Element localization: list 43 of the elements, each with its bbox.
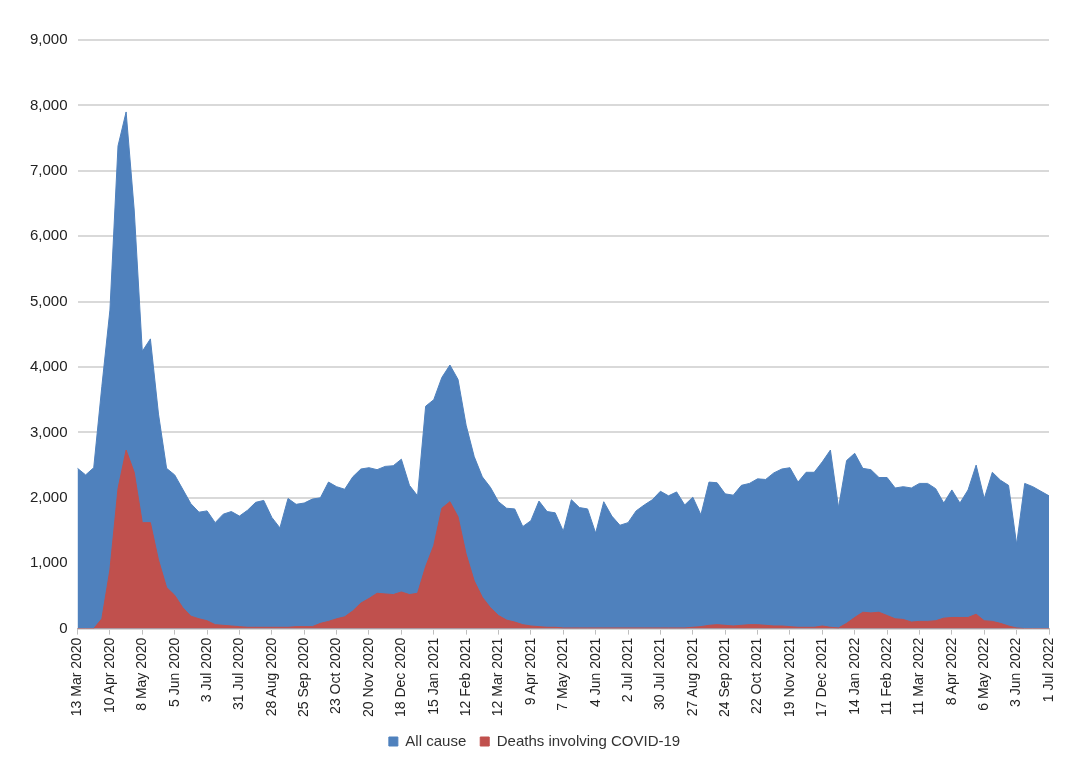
x-tick-label: 8 Apr 2022 <box>942 637 959 706</box>
x-tick-label: 12 Feb 2021 <box>456 637 473 717</box>
x-tick-label: 18 Dec 2020 <box>392 637 409 717</box>
x-tick-label: 8 May 2020 <box>133 637 150 711</box>
x-tick-label: 12 Mar 2021 <box>489 637 506 717</box>
x-tick-label: 7 May 2021 <box>554 637 571 711</box>
y-tick-label: 7,000 <box>29 160 68 178</box>
y-tick-label: 5,000 <box>29 291 68 309</box>
x-tick-label: 13 Mar 2020 <box>68 637 85 717</box>
x-tick-label: 4 Jun 2021 <box>586 637 603 707</box>
x-tick-label: 1 Jul 2022 <box>1039 637 1056 703</box>
x-tick-label: 20 Nov 2020 <box>359 637 376 717</box>
x-tick-label: 19 Nov 2021 <box>780 637 797 717</box>
x-tick-label: 17 Dec 2021 <box>813 637 830 717</box>
x-tick-label: 30 Jul 2021 <box>651 637 668 710</box>
x-tick-label: 3 Jul 2020 <box>197 637 214 703</box>
legend-label: All cause <box>405 731 467 749</box>
y-tick-label: 1,000 <box>29 553 68 571</box>
y-tick-label: 4,000 <box>29 357 68 375</box>
x-tick-label: 25 Sep 2020 <box>295 637 312 717</box>
x-tick-label: 23 Oct 2020 <box>327 637 344 714</box>
x-tick-label: 10 Apr 2020 <box>100 637 117 714</box>
y-tick-label: 9,000 <box>29 30 68 48</box>
x-tick-label: 28 Aug 2020 <box>262 637 279 717</box>
x-tick-label: 11 Mar 2022 <box>910 637 927 716</box>
y-tick-label: 2,000 <box>29 487 68 505</box>
x-tick-label: 24 Sep 2021 <box>716 637 733 717</box>
y-tick-label: 0 <box>59 618 68 636</box>
x-tick-label: 9 Apr 2021 <box>521 637 538 706</box>
y-tick-label: 3,000 <box>29 422 68 440</box>
x-tick-label: 6 May 2022 <box>975 637 992 711</box>
x-tick-label: 11 Feb 2022 <box>877 637 894 716</box>
x-tick-label: 5 Jun 2020 <box>165 637 182 707</box>
x-tick-label: 22 Oct 2021 <box>748 637 765 714</box>
x-tick-label: 27 Aug 2021 <box>683 637 700 717</box>
x-tick-label: 15 Jan 2021 <box>424 637 441 715</box>
x-tick-label: 31 Jul 2020 <box>230 637 247 710</box>
y-tick-label: 6,000 <box>29 226 68 244</box>
x-tick-label: 3 Jun 2022 <box>1007 637 1024 707</box>
y-tick-label: 8,000 <box>29 95 68 113</box>
legend-label: Deaths involving COVID-19 <box>496 731 681 749</box>
x-tick-label: 2 Jul 2021 <box>618 637 635 703</box>
x-tick-label: 14 Jan 2022 <box>845 637 862 715</box>
